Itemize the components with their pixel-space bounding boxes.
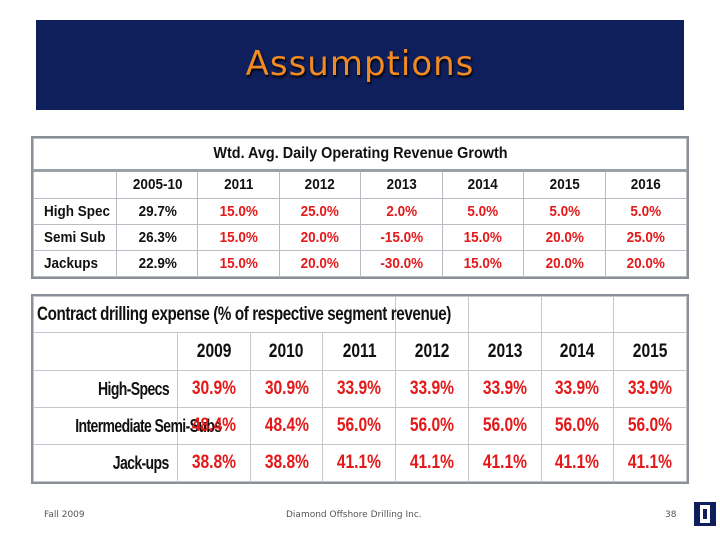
row-label: Intermediate Semi-Subs — [33, 407, 222, 445]
table-cell: 15.0% — [445, 249, 520, 278]
table-cell: 41.1% — [540, 444, 615, 482]
table-cell: 5.0% — [608, 197, 683, 225]
table-cell: 33.9% — [467, 370, 542, 408]
column-header: 2015 — [613, 332, 687, 371]
block-i-logo-icon — [694, 502, 716, 526]
table-cell: 38.8% — [249, 444, 324, 482]
table-cell: 41.1% — [613, 444, 687, 482]
table-cell: 56.0% — [540, 407, 615, 445]
row-label: Jack-ups — [33, 444, 178, 482]
table-cell: 56.0% — [322, 407, 397, 445]
table-cell: 30.9% — [249, 370, 324, 408]
table-cell: 33.9% — [322, 370, 397, 408]
column-header: 2016 — [608, 170, 683, 199]
table-cell: -30.0% — [364, 249, 439, 278]
table-cell: 15.0% — [201, 249, 276, 278]
column-header: 2013 — [364, 170, 439, 199]
table-cell: 48.4% — [177, 407, 251, 445]
column-header: 2014 — [445, 170, 520, 199]
table-cell: 26.3% — [120, 223, 195, 251]
table-cell: 29.7% — [120, 197, 195, 225]
table-cell: 25.0% — [608, 223, 683, 251]
column-header — [37, 170, 113, 199]
table-cell: 41.1% — [322, 444, 397, 482]
column-header: 2005-10 — [120, 170, 195, 199]
table-cell: 33.9% — [613, 370, 687, 408]
column-header: 2012 — [395, 332, 469, 371]
row-label: High Spec — [37, 197, 113, 225]
column-header: 2011 — [322, 332, 397, 371]
table-cell: 22.9% — [120, 249, 195, 278]
table-row: High Spec 29.7% 15.0% 25.0% 2.0% 5.0% 5.… — [34, 197, 687, 225]
table-cell: 20.0% — [608, 249, 683, 278]
column-header: 2010 — [249, 332, 324, 371]
table-cell: 38.8% — [177, 444, 251, 482]
footer-company: Diamond Offshore Drilling Inc. — [286, 510, 422, 520]
table-cell: 48.4% — [249, 407, 324, 445]
drilling-expense-table: Contract drilling expense (% of respecti… — [31, 294, 689, 484]
table-cell: 30.9% — [177, 370, 251, 408]
column-header: 2015 — [527, 170, 602, 199]
table-caption: Contract drilling expense (% of respecti… — [32, 296, 451, 333]
table-cell: 56.0% — [467, 407, 542, 445]
table-cell: 15.0% — [445, 223, 520, 251]
table-cell: 33.9% — [540, 370, 615, 408]
table-row: Jackups 22.9% 15.0% 20.0% -30.0% 15.0% 2… — [34, 249, 687, 278]
table-cell: 15.0% — [201, 197, 276, 225]
table-row: High-Specs 30.9% 30.9% 33.9% 33.9% 33.9%… — [33, 370, 687, 408]
table-cell: 41.1% — [467, 444, 542, 482]
table-cell: 20.0% — [282, 249, 358, 278]
table-cell: 41.1% — [395, 444, 469, 482]
column-header — [33, 332, 178, 371]
table-cell: 33.9% — [395, 370, 469, 408]
footer-date: Fall 2009 — [44, 510, 85, 520]
row-label: Jackups — [37, 249, 113, 278]
table-row: Semi Sub 26.3% 15.0% 20.0% -15.0% 15.0% … — [34, 223, 687, 251]
table-caption: Wtd. Avg. Daily Operating Revenue Growth — [65, 138, 655, 172]
table-cell: 20.0% — [282, 223, 358, 251]
row-label: High-Specs — [33, 370, 178, 408]
table-cell: 5.0% — [445, 197, 520, 225]
table-cell: 56.0% — [395, 407, 469, 445]
column-header: 2009 — [177, 332, 251, 371]
revenue-growth-table: Wtd. Avg. Daily Operating Revenue Growth… — [31, 136, 689, 279]
slide-title: Assumptions — [245, 44, 475, 84]
table-cell: 2.0% — [364, 197, 439, 225]
row-label: Semi Sub — [37, 223, 113, 251]
table-cell: 20.0% — [527, 249, 602, 278]
column-header: 2011 — [201, 170, 276, 199]
table-cell: -15.0% — [364, 223, 439, 251]
table-cell: 15.0% — [201, 223, 276, 251]
table-cell: 5.0% — [527, 197, 602, 225]
table-cell: 25.0% — [282, 197, 358, 225]
table-row: Jack-ups 38.8% 38.8% 41.1% 41.1% 41.1% 4… — [33, 444, 687, 482]
column-header: 2012 — [282, 170, 358, 199]
title-bar: Assumptions — [36, 20, 684, 110]
page-number: 38 — [665, 510, 677, 520]
table-cell: 56.0% — [613, 407, 687, 445]
table-row: Intermediate Semi-Subs 48.4% 48.4% 56.0%… — [33, 407, 687, 445]
column-header: 2014 — [540, 332, 615, 371]
column-header: 2013 — [467, 332, 542, 371]
table-cell: 20.0% — [527, 223, 602, 251]
